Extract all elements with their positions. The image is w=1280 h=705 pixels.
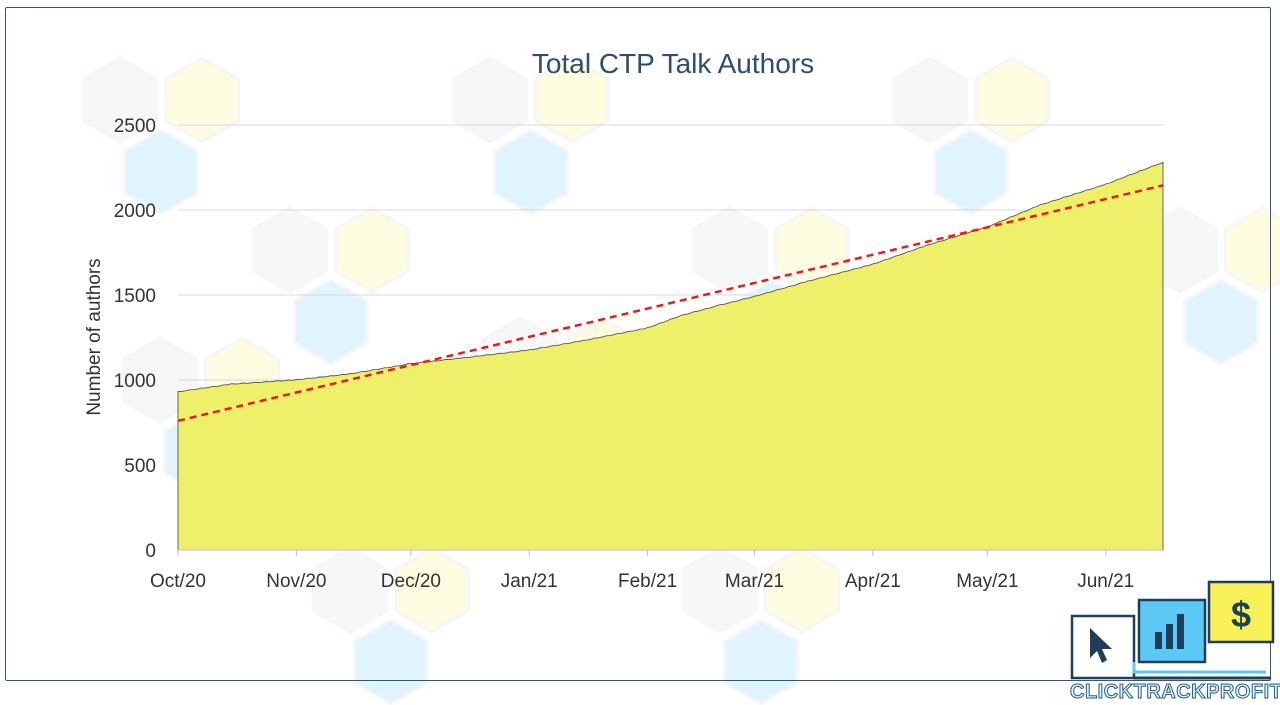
- plot-area: [177, 161, 1164, 551]
- x-tick-label: Oct/20: [150, 571, 206, 592]
- dollar-icon: $: [1207, 580, 1275, 644]
- brand-wordmark: CLICKTRACKPROFIT: [1070, 681, 1280, 704]
- y-axis-ticks: 0 500 1000 1500 2000 2500: [114, 116, 156, 562]
- chart-title: Total CTP Talk Authors: [532, 48, 814, 79]
- watermark-hexagon: [933, 128, 1009, 216]
- watermark-cluster: [252, 206, 410, 366]
- watermark-hexagon: [123, 128, 199, 216]
- y-tick-label: 2000: [114, 201, 156, 222]
- watermark-hexagon: [534, 56, 610, 144]
- watermark-hexagon: [892, 56, 968, 144]
- watermark-hexagon: [252, 206, 328, 294]
- x-tick-label: Nov/20: [266, 571, 326, 592]
- y-tick-label: 500: [124, 456, 156, 477]
- chart-frame: [5, 7, 1271, 681]
- area-series: [177, 161, 1164, 551]
- y-tick-label: 2500: [114, 116, 156, 137]
- svg-text:$: $: [1231, 594, 1251, 635]
- x-tick-label: Jun/21: [1077, 571, 1134, 592]
- watermark-cluster: [82, 56, 240, 216]
- x-axis-ticks: Oct/20 Nov/20 Dec/20 Jan/21 Feb/21 Mar/21 Apr/…: [150, 549, 1163, 592]
- watermark-hexagon: [1224, 206, 1280, 294]
- watermark-hexagon: [1183, 278, 1259, 366]
- watermark-hexagon: [293, 278, 369, 366]
- watermark-hexagon: [353, 618, 429, 705]
- watermark-hexagon: [452, 56, 528, 144]
- y-axis-label: Number of authors: [84, 258, 105, 415]
- cursor-icon: [1070, 614, 1136, 680]
- x-tick-label: Apr/21: [845, 571, 901, 592]
- watermark-hexagon: [692, 206, 768, 294]
- trendline: [177, 184, 1164, 423]
- y-tick-label: 1000: [114, 371, 156, 392]
- watermark-hexagon: [82, 56, 158, 144]
- watermark-hexagon: [334, 206, 410, 294]
- x-tick-label: Dec/20: [381, 571, 441, 592]
- y-tick-label: 1500: [114, 286, 156, 307]
- watermark-hexagon: [164, 56, 240, 144]
- x-tick-label: May/21: [956, 571, 1018, 592]
- watermark-cluster: [892, 56, 1050, 216]
- bar-chart-icon: [1137, 598, 1207, 664]
- y-tick-label: 0: [145, 541, 156, 562]
- watermark-cluster: [312, 546, 470, 705]
- x-tick-label: Jan/21: [501, 571, 558, 592]
- watermark-cluster: [452, 56, 610, 216]
- watermark-hexagon: [493, 128, 569, 216]
- x-tick-label: Mar/21: [725, 571, 784, 592]
- watermark-hexagon: [723, 618, 799, 705]
- watermark-hexagon: [974, 56, 1050, 144]
- x-tick-label: Feb/21: [618, 571, 677, 592]
- brand-logo: $: [1070, 580, 1275, 680]
